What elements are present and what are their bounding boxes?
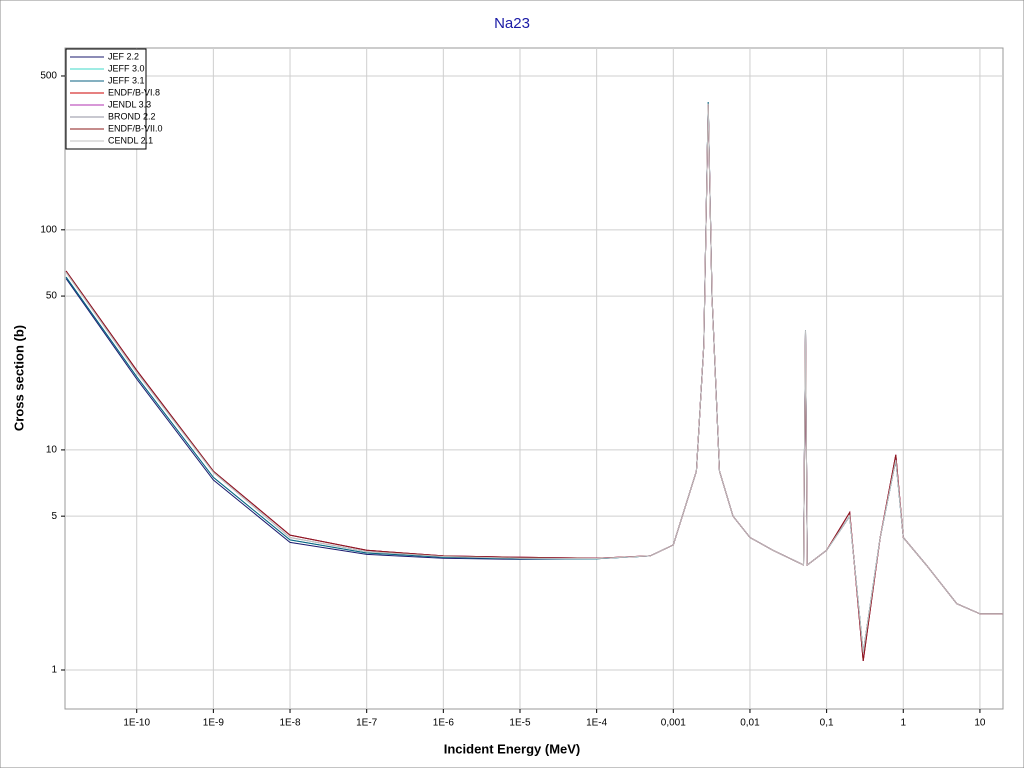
legend: JEF 2.2 JEFF 3.0 JEFF 3.1 ENDF/B-VI.8 JENDL … — [65, 48, 163, 150]
grid — [65, 48, 1003, 709]
x-tick-label: 1E-4 — [586, 718, 608, 729]
y-tick-label: 5 — [51, 511, 57, 522]
y-tick-label: 10 — [46, 445, 58, 456]
legend-label: ENDF/B-VI.8 — [108, 87, 160, 97]
legend-box — [65, 48, 147, 150]
chart-title: Na23 — [494, 15, 530, 32]
legend-label: JEFF 3.1 — [108, 75, 145, 85]
y-tick-label: 500 — [40, 71, 57, 82]
lines — [65, 102, 1003, 661]
y-tick-label: 50 — [46, 291, 58, 302]
legend-label: JEFF 3.0 — [108, 63, 145, 73]
x-axis-label: Incident Energy (MeV) — [444, 741, 581, 756]
x-tick-label: 1 — [900, 718, 906, 729]
x-tick-label: 1E-7 — [356, 718, 378, 729]
x-tick-label: 1E-9 — [203, 718, 225, 729]
x-tick-label: 1E-8 — [279, 718, 301, 729]
legend-label: ENDF/B-VII.0 — [108, 123, 163, 133]
y-axis-label: Cross section (b) — [11, 325, 26, 431]
x-tick-label: 1E-5 — [509, 718, 531, 729]
x-tick-label: 0,1 — [820, 718, 834, 729]
series-line — [65, 103, 1003, 653]
y-tick-label: 1 — [51, 665, 57, 676]
legend-label: JENDL 3.3 — [108, 99, 151, 109]
x-tick-label: 1E-6 — [433, 718, 455, 729]
x-tick-label: 1E-10 — [123, 718, 150, 729]
x-tick-label: 10 — [974, 718, 986, 729]
plot-area — [64, 47, 1004, 710]
y-tick-label: 100 — [40, 224, 57, 235]
legend-label: BROND 2.2 — [108, 111, 156, 121]
x-tick-label: 0,01 — [740, 718, 760, 729]
legend-label: CENDL 2.1 — [108, 135, 153, 145]
x-tick-label: 0,001 — [661, 718, 686, 729]
legend-label: JEF 2.2 — [108, 51, 139, 61]
